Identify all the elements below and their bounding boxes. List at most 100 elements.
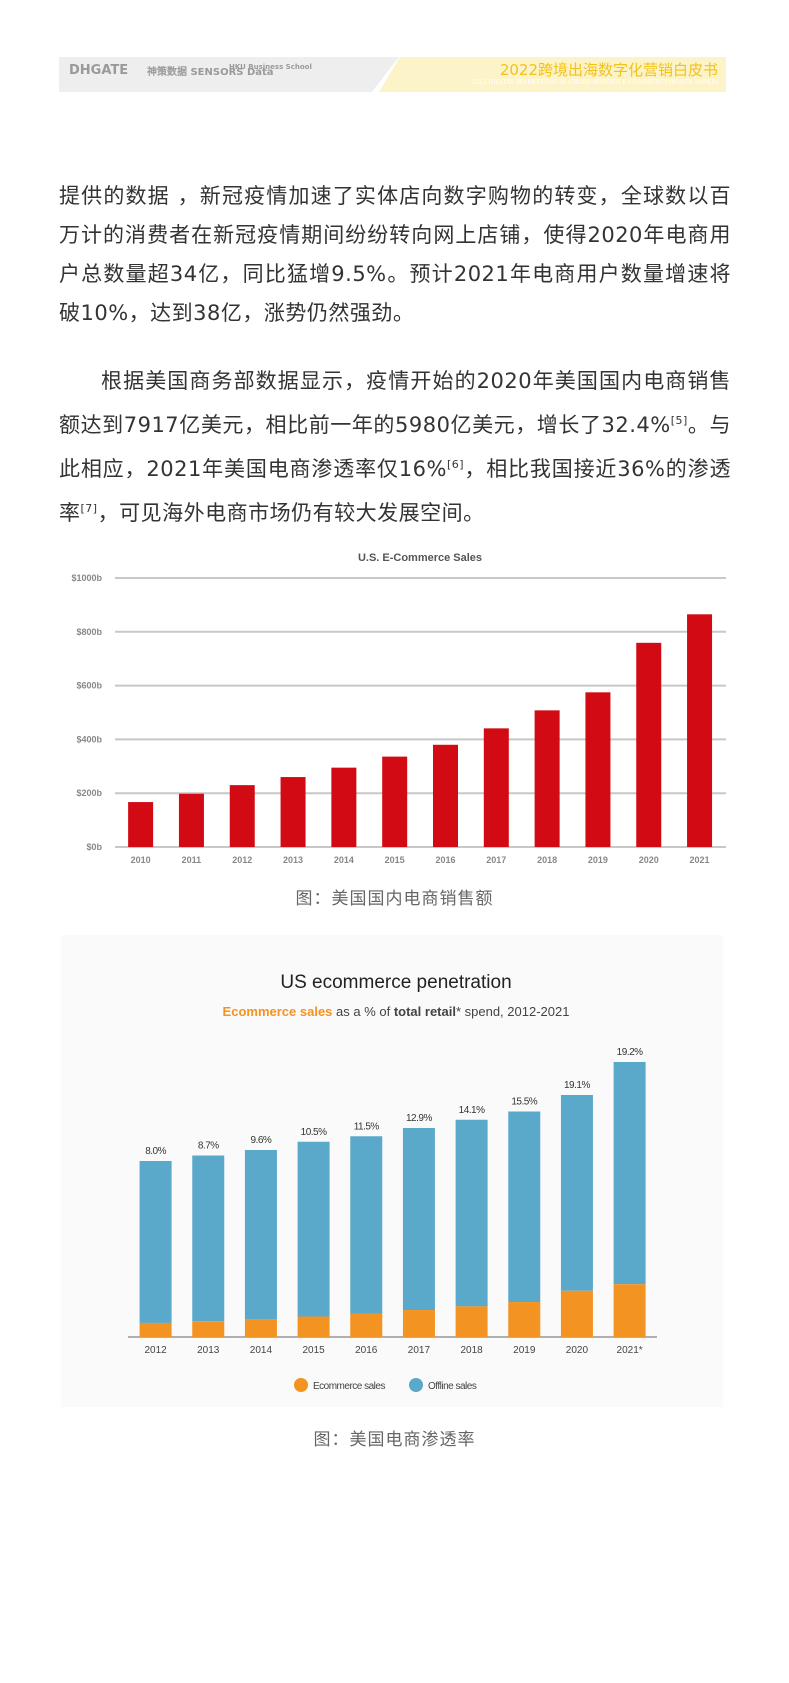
legend-ecommerce-marker [294, 1378, 308, 1392]
data-label: 14.1% [459, 1105, 485, 1116]
x-tick-label: 2019 [588, 855, 608, 865]
x-tick-label: 2013 [197, 1345, 220, 1356]
ecommerce-bar-2014 [244, 1319, 277, 1337]
paragraph-1: 提供的数据 ，新冠疫情加速了实体店向数字购物的转变，全球数以百万计的消费者在新冠… [59, 184, 731, 325]
hku-logo-text: HKU Business School [229, 63, 312, 71]
offline-bar-2016 [350, 1136, 383, 1314]
ecommerce-bar-2013 [192, 1321, 225, 1337]
subtitle-rest: * spend, 2012-2021 [456, 1004, 569, 1019]
legend-offline-label: Offline sales [428, 1381, 477, 1392]
chart-title: U.S. E-Commerce Sales [358, 552, 482, 564]
chart-subtitle: Ecommerce sales as a % of total retail* … [223, 1004, 570, 1019]
sensors-data-logo: 神策数据 SENSORS Data [147, 63, 274, 78]
x-tick-label: 2015 [385, 855, 405, 865]
ecommerce-bar-2017 [402, 1310, 435, 1337]
x-tick-label: 2020 [639, 855, 659, 865]
y-tick-label: $600b [76, 681, 102, 691]
x-tick-label: 2021 [690, 855, 710, 865]
bar-2011 [178, 793, 204, 847]
x-tick-label: 2011 [182, 855, 202, 865]
x-tick-label: 2013 [283, 855, 303, 865]
text: ，相比我国接近36%的渗透率 [59, 457, 731, 525]
offline-bar-2015 [297, 1141, 330, 1317]
x-tick-label: 2016 [435, 855, 455, 865]
bar-2020 [636, 642, 662, 847]
y-tick-label: $400b [76, 734, 102, 744]
x-tick-label: 2014 [334, 855, 354, 865]
y-tick-label: $800b [76, 627, 102, 637]
offline-bar-2012 [139, 1161, 172, 1323]
subtitle-bold: total retail [394, 1004, 456, 1019]
data-label: 15.5% [511, 1097, 537, 1108]
footnote-ref[interactable]: [5] [670, 414, 688, 427]
x-tick-label: 2018 [460, 1345, 483, 1356]
chart-title: US ecommerce penetration [280, 972, 511, 993]
x-tick-label: 2015 [302, 1345, 325, 1356]
x-tick-label: 2017 [486, 855, 506, 865]
legend-ecommerce-label: Ecommerce sales [313, 1381, 385, 1392]
paragraph-2: 根据美国商务部数据显示，疫情开始的2020年美国国内电商销售额达到7917亿美元… [59, 362, 731, 533]
us-ecommerce-sales-chart: U.S. E-Commerce Sales $0b $200b $400b $600b $… [71, 552, 726, 865]
offline-bar-2013 [192, 1155, 225, 1322]
x-tick-label: 2016 [355, 1345, 378, 1356]
x-tick-label: 2014 [250, 1345, 273, 1356]
legend-offline-marker [409, 1378, 423, 1392]
bar-2014 [331, 767, 357, 847]
bar-2015 [382, 756, 408, 847]
bar-2010 [128, 802, 154, 847]
dhgate-logo-text: DHGATE [69, 63, 129, 78]
y-tick-label: $0b [86, 842, 102, 852]
offline-bar-2014 [244, 1150, 277, 1320]
ecommerce-bar-2020 [560, 1290, 593, 1337]
header-subtitle: 2022 DIGITAL MARKETING IN CROSS-BORDER E… [471, 79, 718, 86]
x-tick-label: 2017 [408, 1345, 431, 1356]
text: ，可见海外电商市场仍有较大发展空间。 [97, 501, 485, 525]
dhgate-logo: DHGATE [69, 63, 128, 78]
subtitle-mid: as a % of [332, 1004, 393, 1019]
offline-bar-2017 [402, 1128, 435, 1311]
data-label: 9.6% [251, 1135, 272, 1146]
ecommerce-bar-2016 [350, 1313, 383, 1337]
bar-2016 [432, 744, 458, 847]
hku-logo: HKU Business School [229, 63, 319, 71]
x-tick-label: 2010 [131, 855, 151, 865]
document-header: DHGATE 神策数据 SENSORS Data HKU Business Sc… [59, 57, 726, 92]
header-title-banner: 2022跨境出海数字化营销白皮书 2022 DIGITAL MARKETING … [379, 57, 726, 92]
bar-2013 [280, 777, 306, 847]
bar-2021 [687, 614, 713, 847]
ecommerce-bar-2012 [139, 1322, 172, 1337]
header-logos: DHGATE 神策数据 SENSORS Data HKU Business Sc… [59, 57, 399, 92]
footnote-ref[interactable]: [7] [80, 502, 98, 515]
subtitle-highlight: Ecommerce sales [223, 1004, 333, 1019]
data-label: 8.0% [145, 1146, 166, 1157]
offline-bar-2021* [613, 1062, 646, 1285]
data-label: 19.1% [564, 1080, 590, 1091]
bar-2019 [585, 692, 611, 847]
bar-2017 [483, 728, 509, 847]
offline-bar-2019 [508, 1111, 541, 1303]
x-tick-label: 2018 [537, 855, 557, 865]
x-tick-label: 2019 [513, 1345, 536, 1356]
bar-2018 [534, 710, 560, 847]
x-tick-label: 2012 [232, 855, 252, 865]
data-label: 8.7% [198, 1141, 219, 1152]
x-tick-label: 2020 [566, 1345, 589, 1356]
ecommerce-bar-2021* [613, 1284, 646, 1337]
data-label: 11.5% [354, 1121, 380, 1132]
footnote-ref[interactable]: [6] [446, 458, 465, 471]
header-title: 2022跨境出海数字化营销白皮书 [499, 61, 718, 79]
x-tick-label: 2012 [144, 1345, 167, 1356]
offline-bar-2018 [455, 1119, 488, 1307]
caption-sales-chart: 图：美国国内电商销售额 [295, 889, 494, 909]
data-label: 12.9% [406, 1113, 432, 1124]
ecommerce-bar-2019 [508, 1302, 541, 1337]
y-tick-label: $1000b [71, 573, 102, 583]
x-tick-label: 2021* [617, 1345, 643, 1356]
ecommerce-bar-2015 [297, 1316, 330, 1337]
data-label: 19.2% [617, 1047, 643, 1058]
y-tick-label: $200b [76, 788, 102, 798]
text: 。与此相应，2021年美国电商渗透率仅16% [59, 413, 731, 481]
ecommerce-bar-2018 [455, 1306, 488, 1337]
sensors-logo-text: 神策数据 SENSORS Data [147, 67, 274, 78]
